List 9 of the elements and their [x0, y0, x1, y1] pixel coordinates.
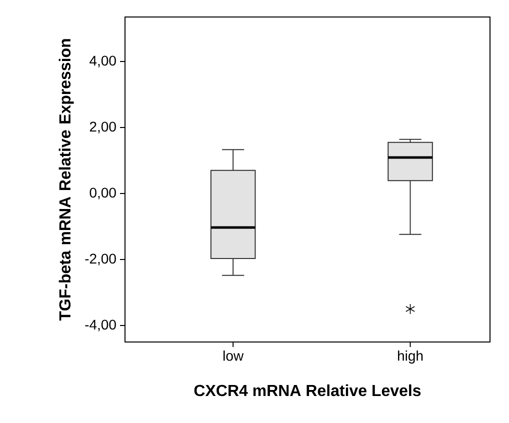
y-tick-label: -2,00: [85, 254, 116, 266]
x-axis-title: CXCR4 mRNA Relative Levels: [194, 384, 421, 396]
y-tick-label: 2,00: [90, 122, 116, 134]
x-tick-label: low: [224, 350, 244, 361]
y-tick-label: -4,00: [85, 320, 116, 332]
x-tick-label: high: [398, 350, 423, 364]
y-axis-title: TGF-beta mRNA Relative Expression: [58, 39, 74, 321]
y-tick-label: 4,00: [90, 56, 116, 68]
y-tick-label: 0,00: [90, 188, 116, 200]
